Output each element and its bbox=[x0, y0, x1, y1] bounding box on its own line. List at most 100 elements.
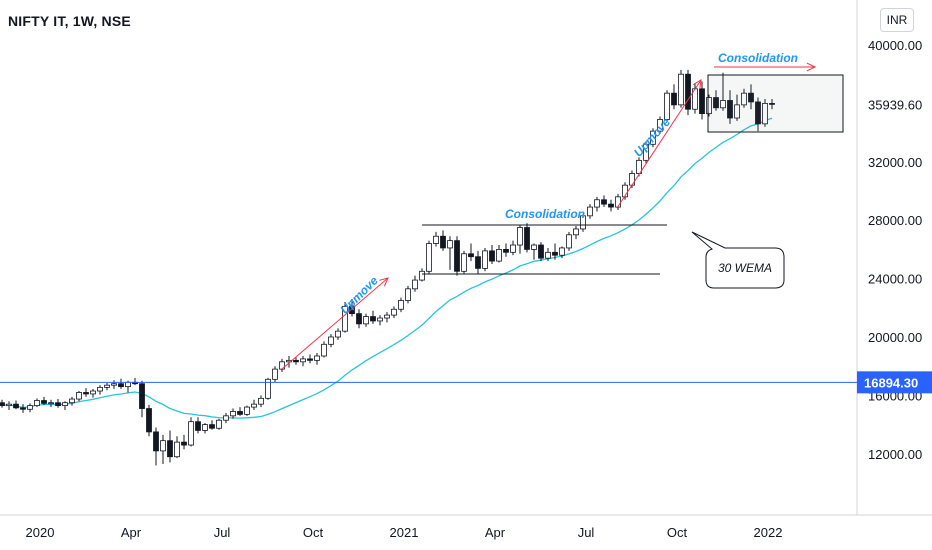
candle bbox=[132, 377, 138, 386]
candle bbox=[34, 398, 40, 408]
candle-body bbox=[321, 343, 327, 357]
candle-body bbox=[601, 199, 607, 205]
candle-body bbox=[370, 316, 376, 322]
price-badge-label: 16894.30 bbox=[864, 375, 918, 390]
wema-callout-label: 30 WEMA bbox=[718, 261, 772, 275]
candle bbox=[377, 315, 383, 326]
time-tick-label: 2022 bbox=[754, 525, 783, 540]
candle bbox=[69, 396, 75, 406]
candle bbox=[153, 427, 159, 466]
ma-layer bbox=[1, 117, 773, 419]
candle bbox=[587, 204, 593, 219]
candle-body bbox=[447, 240, 453, 249]
price-tick-label: 20000.00 bbox=[868, 330, 922, 345]
upmove-label-2: Upmove bbox=[631, 115, 673, 160]
candle-body bbox=[468, 253, 474, 258]
candle-body bbox=[335, 330, 341, 338]
upmove-arrow-2 bbox=[616, 79, 702, 209]
candle-body bbox=[433, 235, 439, 244]
candle-body bbox=[195, 421, 201, 431]
candle-body bbox=[279, 361, 285, 370]
candle bbox=[307, 354, 313, 364]
candle-body bbox=[265, 378, 271, 399]
candle-body bbox=[174, 441, 180, 458]
price-badge bbox=[857, 371, 932, 394]
candle bbox=[160, 434, 166, 465]
candle bbox=[272, 366, 278, 383]
candle-body bbox=[517, 227, 523, 246]
candle-body bbox=[104, 384, 110, 388]
candle-body bbox=[538, 244, 544, 259]
price-tick-label: 24000.00 bbox=[868, 272, 922, 287]
candle-body bbox=[188, 421, 194, 446]
candle bbox=[111, 380, 117, 389]
candle bbox=[671, 84, 677, 110]
candle-body bbox=[48, 402, 54, 405]
candle-body bbox=[328, 336, 334, 345]
candle-body bbox=[111, 383, 117, 386]
candle bbox=[524, 223, 530, 253]
upmove-arrow-1 bbox=[281, 277, 389, 370]
candle bbox=[531, 243, 537, 260]
candle bbox=[741, 88, 747, 108]
candle bbox=[146, 404, 152, 437]
candle bbox=[419, 268, 425, 282]
candle bbox=[580, 214, 586, 232]
price-tick-label: 32000.00 bbox=[868, 155, 922, 170]
candle bbox=[664, 90, 670, 123]
candle bbox=[27, 403, 33, 413]
candle-body bbox=[685, 73, 691, 110]
candle bbox=[440, 230, 446, 251]
candle-body bbox=[90, 390, 96, 395]
candle-body bbox=[664, 92, 670, 120]
candle bbox=[209, 420, 215, 430]
candle bbox=[559, 246, 565, 259]
candle-body bbox=[734, 104, 740, 119]
candle-body bbox=[6, 403, 12, 407]
candle bbox=[314, 353, 320, 365]
candle-body bbox=[713, 97, 719, 109]
candle bbox=[370, 310, 376, 324]
candle-body bbox=[755, 101, 761, 125]
candle bbox=[412, 275, 418, 292]
candle-body bbox=[769, 103, 775, 105]
candle bbox=[608, 199, 614, 212]
candle bbox=[447, 236, 453, 270]
candle-body bbox=[237, 411, 243, 415]
horizontal-line-layer[interactable]: 16894.30 bbox=[0, 371, 932, 394]
candle-body bbox=[650, 130, 656, 145]
arrow-shaft bbox=[281, 277, 389, 370]
candle bbox=[615, 193, 621, 210]
price-tick-label: 35939.60 bbox=[868, 97, 922, 112]
time-tick-label: Apr bbox=[121, 525, 142, 540]
candle-body bbox=[181, 441, 187, 446]
candle bbox=[363, 313, 369, 327]
price-scale[interactable]: 40000.00 35939.60 32000.00 28000.00 24000.00… bbox=[856, 0, 922, 515]
candle bbox=[503, 243, 509, 257]
candle bbox=[335, 328, 341, 340]
candle bbox=[118, 378, 124, 389]
candle bbox=[6, 401, 12, 410]
candle bbox=[216, 418, 222, 430]
candle-body bbox=[160, 440, 166, 452]
currency-button[interactable]: INR bbox=[880, 8, 914, 32]
arrow-head bbox=[806, 62, 817, 72]
candle bbox=[48, 399, 54, 408]
candle bbox=[482, 247, 488, 272]
candle bbox=[0, 399, 5, 408]
candle bbox=[97, 385, 103, 395]
time-tick-label: Jul bbox=[578, 525, 595, 540]
candle bbox=[104, 382, 110, 391]
candle-body bbox=[41, 400, 47, 404]
candle-body bbox=[405, 288, 411, 301]
candle-body bbox=[209, 424, 215, 429]
candle bbox=[643, 141, 649, 164]
candle-body bbox=[419, 270, 425, 281]
time-scale[interactable]: 2020 Apr Jul Oct 2021 Apr Jul Oct 2022 bbox=[0, 514, 932, 540]
candle-body bbox=[356, 313, 362, 325]
candle bbox=[769, 99, 775, 110]
candle bbox=[349, 299, 355, 317]
candle-body bbox=[293, 359, 299, 363]
candle bbox=[727, 90, 733, 124]
